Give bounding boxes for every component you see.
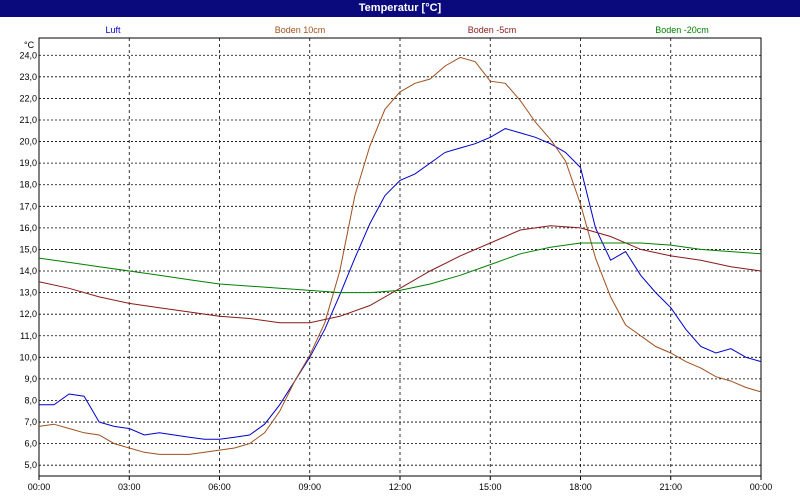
x-tick-time-label: 06:00 <box>208 482 231 492</box>
y-tick-label: 21,0 <box>19 115 37 125</box>
y-tick-label: 9,0 <box>24 374 37 384</box>
grid <box>39 38 761 476</box>
legend: Luft Boden 10cm Boden -5cm Boden -20cm <box>105 25 708 35</box>
y-tick-label: 19,0 <box>19 158 37 168</box>
y-tick-label: 16,0 <box>19 223 37 233</box>
x-tick-time-label: 21:00 <box>659 482 682 492</box>
y-tick-label: 7,0 <box>24 417 37 427</box>
x-tick-time-label: 00:00 <box>28 482 51 492</box>
series-line-1 <box>38 56 762 455</box>
x-tick-time-label: 03:00 <box>118 482 141 492</box>
x-tick-time-label: 09:00 <box>298 482 321 492</box>
y-tick-label: 6,0 <box>24 439 37 449</box>
y-tick-label: 18,0 <box>19 180 37 190</box>
y-tick-label: 10,0 <box>19 352 37 362</box>
y-tick-label: 15,0 <box>19 244 37 254</box>
y-tick-label: 22,0 <box>19 93 37 103</box>
y-tick-label: 23,0 <box>19 72 37 82</box>
x-tick-time-label: 00:00 <box>750 482 773 492</box>
series-line-2 <box>38 225 762 324</box>
legend-entry: Boden -20cm <box>655 25 709 35</box>
y-tick-label: 5,0 <box>24 460 37 470</box>
x-ticks: 00:0026.09.1803:0026.09.1806:0026.09.180… <box>21 476 779 500</box>
y-tick-label: 11,0 <box>20 331 37 341</box>
y-tick-label: 13,0 <box>19 288 37 298</box>
y-tick-label: 12,0 <box>19 309 37 319</box>
series <box>38 56 762 455</box>
series-line-0 <box>39 128 762 440</box>
series-line-3 <box>38 242 762 294</box>
legend-entry: Luft <box>105 25 121 35</box>
y-tick-label: 17,0 <box>19 201 37 211</box>
y-axis-label: °C <box>24 40 35 50</box>
y-tick-label: 24,0 <box>19 50 37 60</box>
x-tick-time-label: 15:00 <box>479 482 502 492</box>
legend-entry: Boden 10cm <box>275 25 326 35</box>
x-tick-time-label: 18:00 <box>569 482 592 492</box>
temperature-chart: Luft Boden 10cm Boden -5cm Boden -20cm °C 5… <box>19 25 779 500</box>
chart-title: Temperatur [°C] <box>0 0 800 17</box>
y-tick-label: 8,0 <box>24 395 37 405</box>
y-tick-label: 14,0 <box>19 266 37 276</box>
y-tick-label: 20,0 <box>19 137 37 147</box>
x-tick-time-label: 12:00 <box>389 482 412 492</box>
legend-entry: Boden -5cm <box>468 25 517 35</box>
y-ticks: 5,0 6,0 7,0 8,0 9,0 10,0 11,0 12,0 13,0 14,0 15,0 1… <box>19 50 37 470</box>
